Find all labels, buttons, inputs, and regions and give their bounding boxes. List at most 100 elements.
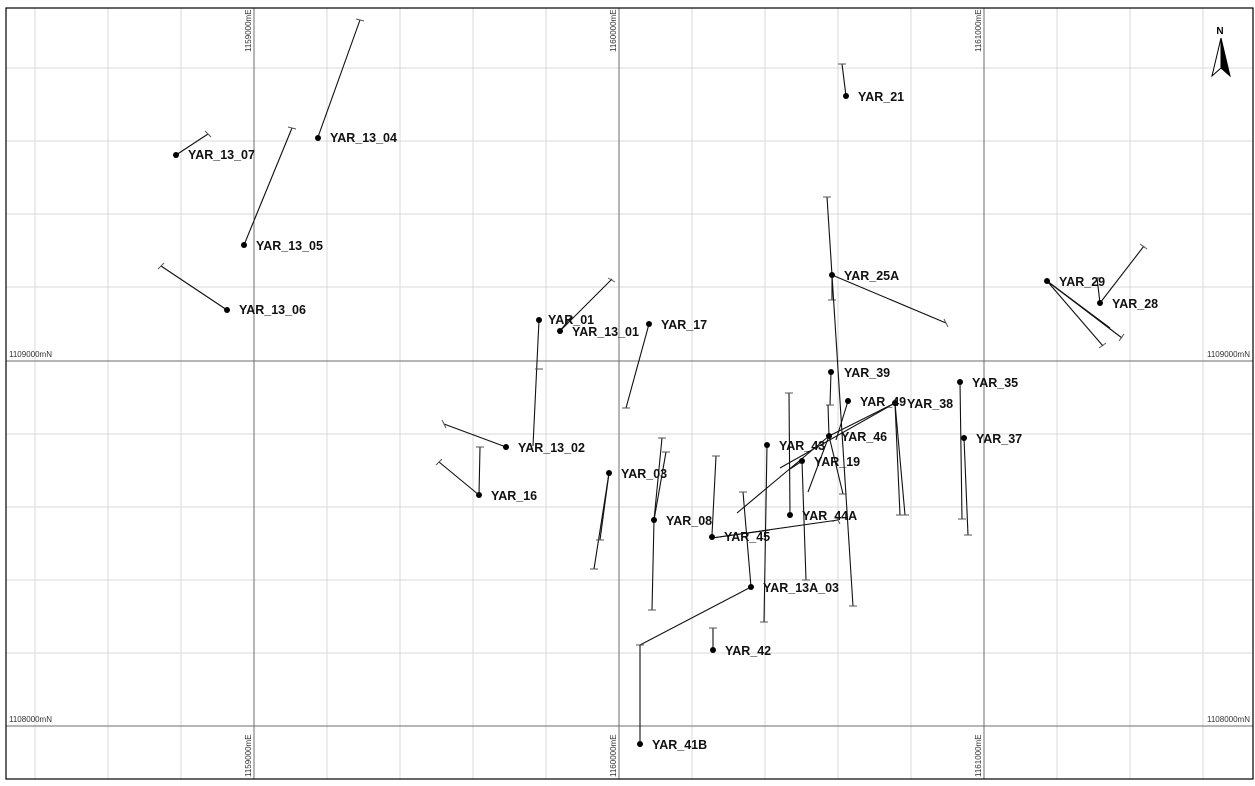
- map-border: [5, 7, 1254, 780]
- northing-label-right: 1108000mN: [1207, 715, 1250, 724]
- collar-marker: [787, 512, 793, 518]
- drill-trace: [1096, 277, 1101, 304]
- hole-label: YAR_29: [1059, 275, 1105, 289]
- drill-trace: [1046, 280, 1111, 329]
- drill-trace: [829, 371, 832, 406]
- collar-marker: [241, 242, 247, 248]
- drill-trace: [841, 63, 847, 97]
- hole-label: YAR_44A: [802, 509, 857, 523]
- hole-label: YAR_49: [860, 395, 906, 409]
- collar-marker: [557, 328, 563, 334]
- drill-trace: [831, 274, 854, 607]
- drill-trace: [711, 529, 771, 539]
- collar-marker: [957, 379, 963, 385]
- hole-label: YAR_13_05: [256, 239, 323, 253]
- drill-trace: [243, 127, 293, 246]
- northing-labels: 1109000mN 1108000mN 1109000mN 1108000mN: [9, 350, 1250, 724]
- hole-label: YAR_13_06: [239, 303, 306, 317]
- hole-label: YAR_41B: [652, 738, 707, 752]
- northing-label-right: 1109000mN: [1207, 350, 1250, 359]
- collar-marker: [606, 470, 612, 476]
- drill-trace: [835, 400, 849, 441]
- hole-label: YAR_13_04: [330, 131, 397, 145]
- northing-label-left: 1109000mN: [9, 350, 52, 359]
- hole-label: YAR_21: [858, 90, 904, 104]
- drill-trace: [443, 423, 507, 448]
- easting-label-top: 1159000mE: [244, 9, 253, 52]
- collar-marker: [826, 433, 832, 439]
- hole-label: YAR_45: [724, 530, 770, 544]
- collar-marker: [536, 317, 542, 323]
- hole-label: YAR_42: [725, 644, 771, 658]
- minor-grid: [6, 8, 1253, 779]
- collar-marker: [843, 93, 849, 99]
- drill-trace: [559, 315, 573, 332]
- hole-label: YAR_13A_03: [763, 581, 839, 595]
- collar-marker: [710, 647, 716, 653]
- collar-marker: [828, 369, 834, 375]
- easting-label-bottom: 1159000mE: [244, 734, 253, 777]
- drill-trace: [438, 461, 480, 496]
- collar-marker: [1044, 278, 1050, 284]
- collar-marker: [961, 435, 967, 441]
- drill-trace: [532, 319, 540, 447]
- easting-labels: 1159000mE 1160000mE 1161000mE 1159000mE …: [244, 9, 983, 777]
- drill-trace: [807, 435, 830, 493]
- hole-label: YAR_39: [844, 366, 890, 380]
- collar-marker: [476, 492, 482, 498]
- collar-marker: [764, 442, 770, 448]
- drill-trace: [779, 402, 896, 469]
- hole-label: YAR_13_01: [572, 325, 639, 339]
- collar-marker: [799, 458, 805, 464]
- collar-marker: [646, 321, 652, 327]
- drill-trace: [763, 444, 768, 623]
- drill-trace: [160, 265, 228, 311]
- hole-label: YAR_35: [972, 376, 1018, 390]
- hole-label: YAR_08: [666, 514, 712, 528]
- collar-marker: [845, 398, 851, 404]
- drill-trace: [963, 437, 969, 536]
- drill-trace: [828, 402, 896, 437]
- collars: [173, 93, 1103, 747]
- collar-marker: [503, 444, 509, 450]
- major-grid: [6, 8, 1253, 779]
- easting-label-top: 1160000mE: [609, 9, 618, 52]
- drill-trace: [736, 435, 830, 514]
- collar-marker: [748, 584, 754, 590]
- north-arrow-icon: N: [1211, 26, 1231, 78]
- drill-trace: [478, 446, 481, 496]
- hole-label: YAR_38: [907, 397, 953, 411]
- hole-label: YAR_17: [661, 318, 707, 332]
- drill-trace: [1099, 245, 1145, 304]
- hole-label: YAR_43: [779, 439, 825, 453]
- hole-label: YAR_46: [841, 430, 887, 444]
- drill-trace: [625, 323, 650, 409]
- hole-labels: YAR_13_07 YAR_13_04 YAR_13_05 YAR_13_06 …: [188, 90, 1158, 752]
- drill-trace: [894, 402, 901, 516]
- easting-label-bottom: 1161000mE: [974, 734, 983, 777]
- collar-marker: [173, 152, 179, 158]
- collar-marker: [224, 307, 230, 313]
- drill-trace: [639, 586, 752, 646]
- hole-label: YAR_19: [814, 455, 860, 469]
- collar-marker: [829, 272, 835, 278]
- drill-trace: [894, 402, 906, 516]
- hole-label: YAR_16: [491, 489, 537, 503]
- hole-label: YAR_13_07: [188, 148, 255, 162]
- collar-marker: [651, 517, 657, 523]
- drill-trace: [742, 491, 752, 588]
- drill-trace: [959, 381, 963, 520]
- drill-trace: [317, 19, 361, 138]
- drill-trace: [653, 451, 667, 521]
- drill-trace: [831, 274, 947, 324]
- northing-label-left: 1108000mN: [9, 715, 52, 724]
- drill-trace: [175, 133, 209, 156]
- drill-trace: [788, 392, 791, 516]
- easting-label-bottom: 1160000mE: [609, 734, 618, 777]
- collar-marker: [709, 534, 715, 540]
- easting-label-top: 1161000mE: [974, 9, 983, 52]
- drill-trace: [826, 196, 833, 276]
- drill-trace: [828, 435, 844, 495]
